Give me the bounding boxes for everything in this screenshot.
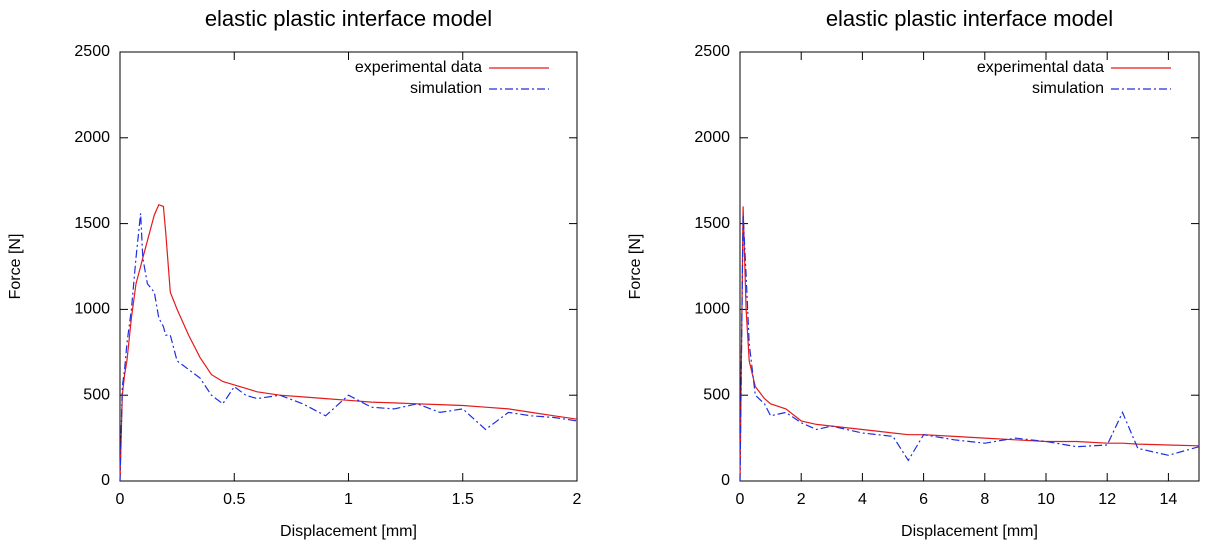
x-tick-label: 0.5 <box>223 491 245 508</box>
x-tick-label: 4 <box>858 491 867 508</box>
y-tick-label: 1500 <box>74 215 110 232</box>
y-axis-label: Force [N] <box>627 234 644 300</box>
x-tick-label: 8 <box>980 491 989 508</box>
series-line <box>119 213 578 482</box>
y-tick-label: 0 <box>101 472 110 489</box>
y-tick-label: 1500 <box>694 215 730 232</box>
y-tick-label: 1000 <box>74 301 110 318</box>
x-tick-label: 0 <box>116 491 125 508</box>
x-tick-label: 1 <box>344 491 353 508</box>
series-line <box>739 206 1200 482</box>
plot-frame <box>739 51 1200 482</box>
x-tick-label: 2 <box>573 491 582 508</box>
y-tick-label: 2500 <box>694 43 730 60</box>
x-tick-label: 1.5 <box>452 491 474 508</box>
x-tick-label: 12 <box>1098 491 1116 508</box>
x-tick-label: 10 <box>1037 491 1055 508</box>
x-tick-label: 14 <box>1160 491 1178 508</box>
x-tick-label: 6 <box>919 491 928 508</box>
legend-label: experimental data <box>977 59 1104 76</box>
x-tick-label: 0 <box>736 491 745 508</box>
x-axis-label: Displacement [mm] <box>280 523 417 540</box>
y-tick-label: 2500 <box>74 43 110 60</box>
chart-title: elastic plastic interface model <box>205 6 492 31</box>
y-tick-label: 1000 <box>694 301 730 318</box>
legend-label: experimental data <box>355 59 482 76</box>
chart-title: elastic plastic interface model <box>826 6 1113 31</box>
legend-label: simulation <box>1032 80 1104 97</box>
y-tick-label: 2000 <box>74 129 110 146</box>
y-tick-label: 500 <box>83 386 110 403</box>
y-tick-label: 2000 <box>694 129 730 146</box>
y-axis-label: Force [N] <box>7 234 24 300</box>
x-axis-label: Displacement [mm] <box>901 523 1038 540</box>
series-line <box>739 214 1200 482</box>
plot-frame <box>119 51 578 482</box>
legend-label: simulation <box>410 80 482 97</box>
series-line <box>119 203 578 482</box>
y-tick-label: 500 <box>703 386 730 403</box>
x-tick-label: 2 <box>797 491 806 508</box>
y-tick-label: 0 <box>721 472 730 489</box>
